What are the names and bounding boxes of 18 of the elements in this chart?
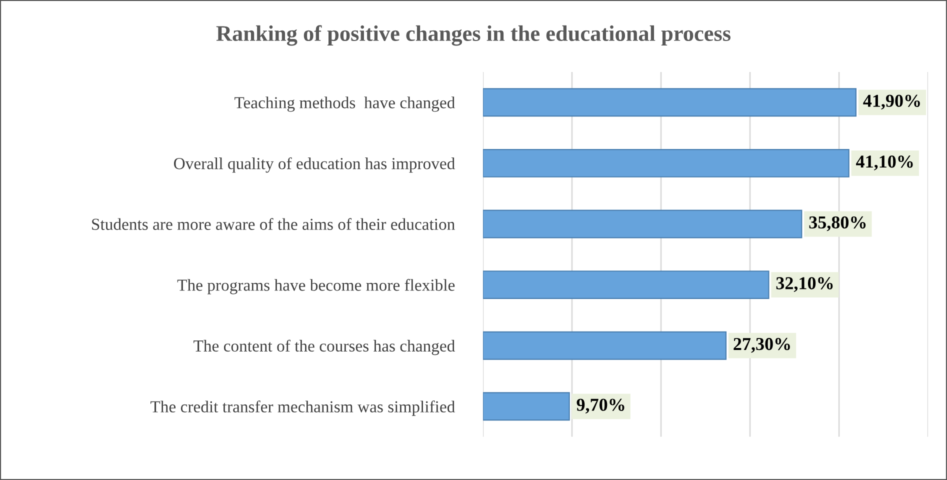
y-tick-label: The content of the courses has changed [194,340,455,356]
data-label: 35,80% [809,216,866,232]
bar [482,331,727,360]
bar [482,392,570,421]
bar [482,148,850,178]
data-label: 32,10% [776,277,833,292]
bar [482,270,770,300]
y-tick-label: Teaching methods have changed [234,96,455,112]
data-label: 41,90% [863,94,920,110]
y-tick-label: Students are more aware of the aims of their education [92,218,455,230]
y-tick-label: Overall quality of education has improved [174,157,455,173]
chart-title: Ranking of positive changes in the educational process [216,25,730,46]
y-tick-label: The programs have become more flexible [177,278,455,294]
data-label: 41,10% [856,156,913,170]
y-tick-label: The credit transfer mechanism was simplified [150,400,455,416]
data-label: 9,70% [576,398,624,414]
bar [482,210,802,238]
data-label: 27,30% [734,338,790,353]
